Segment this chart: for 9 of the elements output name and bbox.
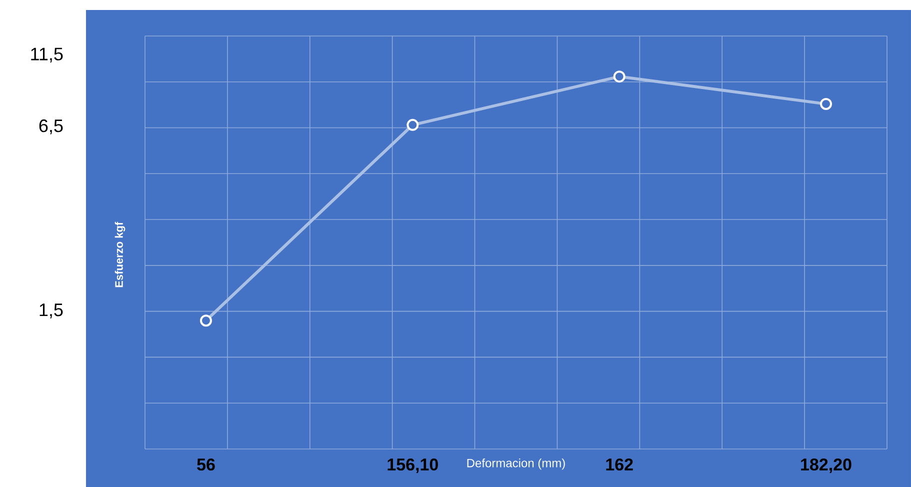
x-axis-title: Deformacion (mm) [467,458,565,470]
x-tick-label: 156,10 [388,458,438,474]
y-tick-label: 11,5 [31,48,63,63]
y-tick-label: 6,5 [39,119,63,134]
x-tick-label: 182,20 [801,458,852,474]
x-tick-label: 162 [606,458,633,471]
y-axis-title: Esfuerzo kgf [114,222,126,288]
x-tick-label: 56 [197,458,215,471]
y-tick-label: 1,5 [40,304,63,318]
